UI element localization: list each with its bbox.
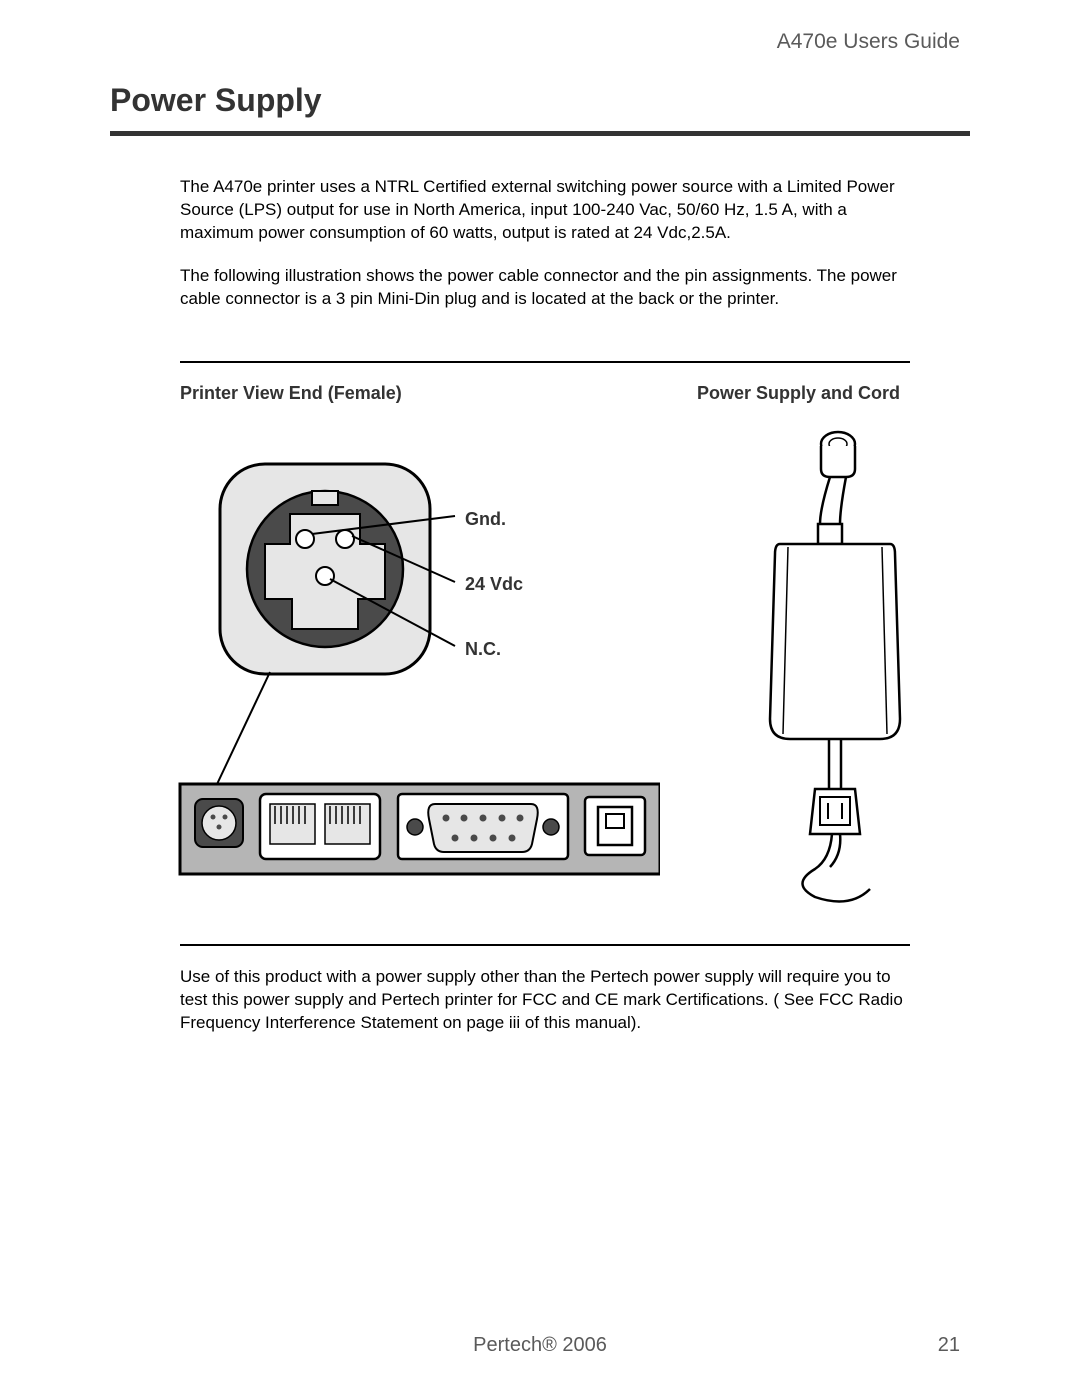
title-underline — [110, 131, 970, 136]
page: A470e Users Guide Power Supply The A470e… — [0, 0, 1080, 1397]
paragraph-1: The A470e printer uses a NTRL Certified … — [180, 176, 910, 245]
paragraph-2: The following illustration shows the pow… — [180, 265, 910, 311]
section-title: Power Supply — [110, 82, 970, 119]
diagram-left-title: Printer View End (Female) — [180, 383, 402, 404]
diagram-titles-row: Printer View End (Female) Power Supply a… — [180, 383, 910, 404]
divider-top — [180, 361, 910, 363]
paragraph-3: Use of this product with a power supply … — [180, 966, 910, 1035]
footer-copyright: Pertech® 2006 — [0, 1334, 1080, 1357]
diagram-right-title: Power Supply and Cord — [697, 383, 910, 404]
diagram-area: Gnd. 24 Vdc N.C. — [180, 414, 910, 934]
printer-connector-diagram — [140, 444, 660, 954]
page-number: 21 — [938, 1334, 960, 1357]
power-supply-diagram — [720, 419, 940, 929]
body-block: The A470e printer uses a NTRL Certified … — [110, 176, 970, 1035]
document-header: A470e Users Guide — [110, 30, 970, 54]
